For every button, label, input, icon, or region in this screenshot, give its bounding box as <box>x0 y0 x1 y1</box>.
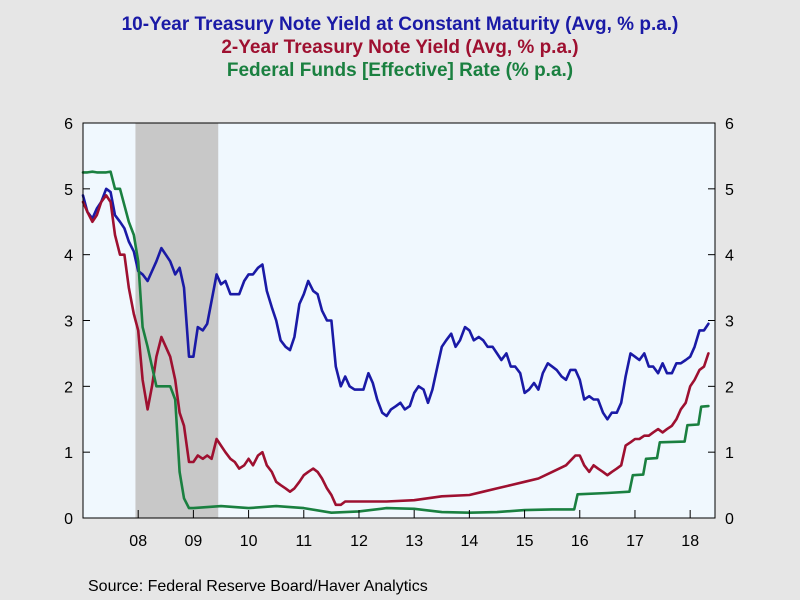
y-tick-label-right: 0 <box>725 511 734 528</box>
y-tick-label-right: 3 <box>725 314 734 331</box>
x-tick-label: 08 <box>129 533 147 550</box>
y-tick-label-left: 4 <box>64 248 73 265</box>
y-tick-label-right: 5 <box>725 182 734 199</box>
chart-titles: 10-Year Treasury Note Yield at Constant … <box>0 0 800 82</box>
y-tick-label-left: 1 <box>64 445 73 462</box>
series-line-2 <box>81 170 710 515</box>
x-tick-label: 17 <box>626 533 644 550</box>
y-tick-label-left: 2 <box>64 379 73 396</box>
x-tick-label: 13 <box>405 533 423 550</box>
series-line-1 <box>81 194 710 507</box>
x-tick-label: 15 <box>516 533 534 550</box>
x-tick-label: 11 <box>295 533 312 550</box>
x-tick-label: 14 <box>461 533 479 550</box>
y-tick-label-left: 3 <box>64 314 73 331</box>
title-2yr: 2-Year Treasury Note Yield (Avg, % p.a.) <box>221 37 579 58</box>
y-tick-label-right: 2 <box>725 379 734 396</box>
y-tick-label-left: 6 <box>64 116 73 133</box>
x-tick-label: 18 <box>681 533 699 550</box>
y-tick-label-left: 0 <box>64 511 73 528</box>
x-axis: 08 09 10 11 12 13 14 15 16 17 18 <box>129 510 699 550</box>
y-tick-label-right: 1 <box>725 445 734 462</box>
y-tick-label-left: 5 <box>64 182 73 199</box>
x-tick-label: 12 <box>350 533 368 550</box>
y-axis: 0 0 1 1 2 2 3 3 4 4 5 5 6 6 <box>64 116 734 528</box>
recession-band <box>135 123 219 518</box>
x-tick-label: 16 <box>571 533 589 550</box>
x-tick-label: 10 <box>240 533 258 550</box>
y-tick-label-right: 4 <box>725 248 734 265</box>
title-fedfunds: Federal Funds [Effective] Rate (% p.a.) <box>226 60 574 81</box>
title-10yr: 10-Year Treasury Note Yield at Constant … <box>121 14 679 35</box>
series-layer <box>81 170 710 515</box>
source-note: Source: Federal Reserve Board/Haver Anal… <box>88 578 428 595</box>
y-tick-label-right: 6 <box>725 116 734 133</box>
x-tick-label: 09 <box>185 533 203 550</box>
recession-shading <box>135 123 219 518</box>
series-line-0 <box>81 187 710 421</box>
